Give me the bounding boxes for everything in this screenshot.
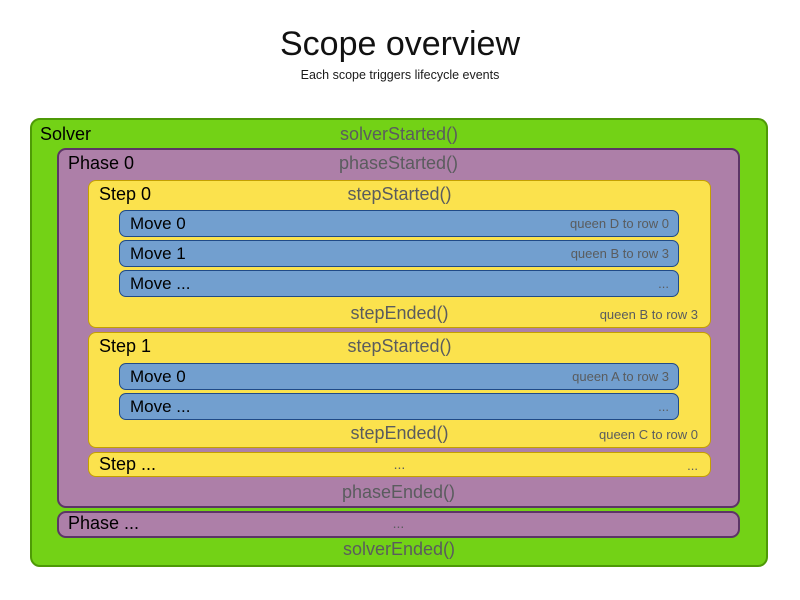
step0-move1-box: Move 1 queen B to row 3 <box>119 240 679 267</box>
step1-move-more-box: Move ... ... <box>119 393 679 420</box>
page-subtitle: Each scope triggers lifecycle events <box>300 68 500 82</box>
step-more-row: Step ... ... ... <box>89 453 710 476</box>
phase0-label: Phase 0 <box>68 153 135 173</box>
solver-ended-event: solverEnded() <box>342 539 456 559</box>
phase-started-event: phaseStarted() <box>338 153 459 173</box>
step1-move0-label: Move 0 <box>130 366 186 386</box>
step1-move-more-detail: ... <box>658 399 669 414</box>
solver-label: Solver <box>40 124 92 144</box>
step0-move-more-label: Move ... <box>130 273 191 293</box>
step-more-center-dots: ... <box>393 456 406 472</box>
step0-scope-box: Step 0 stepStarted() Move 0 queen D to r… <box>88 180 711 328</box>
step1-ended-detail: queen C to row 0 <box>598 427 698 442</box>
phase-ended-event: phaseEnded() <box>341 482 456 502</box>
solver-started-event: solverStarted() <box>339 124 459 144</box>
step1-move0-box: Move 0 queen A to row 3 <box>119 363 679 390</box>
step0-move0-label: Move 0 <box>130 213 186 233</box>
step1-ended-event: stepEnded() <box>350 423 449 443</box>
step0-label: Step 0 <box>99 184 152 204</box>
step0-move1-detail: queen B to row 3 <box>570 246 669 261</box>
phase-more-row: Phase ... ... <box>59 513 738 536</box>
step1-scope-box: Step 1 stepStarted() Move 0 queen A to r… <box>88 332 711 448</box>
step-more-scope-box: Step ... ... ... <box>88 452 711 477</box>
step0-started-event: stepStarted() <box>347 184 452 204</box>
step-more-label: Step ... <box>99 454 157 474</box>
step0-move0-box: Move 0 queen D to row 0 <box>119 210 679 237</box>
phase-more-center-dots: ... <box>392 515 405 531</box>
step0-ended-row: stepEnded() queen B to row 3 <box>89 303 710 324</box>
step0-ended-event: stepEnded() <box>350 303 449 323</box>
step1-move-more-label: Move ... <box>130 396 191 416</box>
phase0-scope-box: Phase 0 phaseStarted() Step 0 stepStarte… <box>57 148 740 508</box>
step-more-right-dots: ... <box>687 458 698 473</box>
phase-more-scope-box: Phase ... ... <box>57 511 740 538</box>
step1-move0-detail: queen A to row 3 <box>572 369 669 384</box>
step0-move-more-box: Move ... ... <box>119 270 679 297</box>
step1-ended-row: stepEnded() queen C to row 0 <box>89 423 710 444</box>
step0-move0-detail: queen D to row 0 <box>569 216 669 231</box>
step1-started-event: stepStarted() <box>347 336 452 356</box>
step1-label: Step 1 <box>99 336 152 356</box>
solver-scope-box: Solver solverStarted() Phase 0 phaseStar… <box>30 118 768 567</box>
step0-move1-label: Move 1 <box>130 243 186 263</box>
page-title: Scope overview <box>279 25 520 63</box>
phase-more-label: Phase ... <box>68 513 140 533</box>
step0-move-more-detail: ... <box>658 276 669 291</box>
step0-ended-detail: queen B to row 3 <box>599 307 698 322</box>
